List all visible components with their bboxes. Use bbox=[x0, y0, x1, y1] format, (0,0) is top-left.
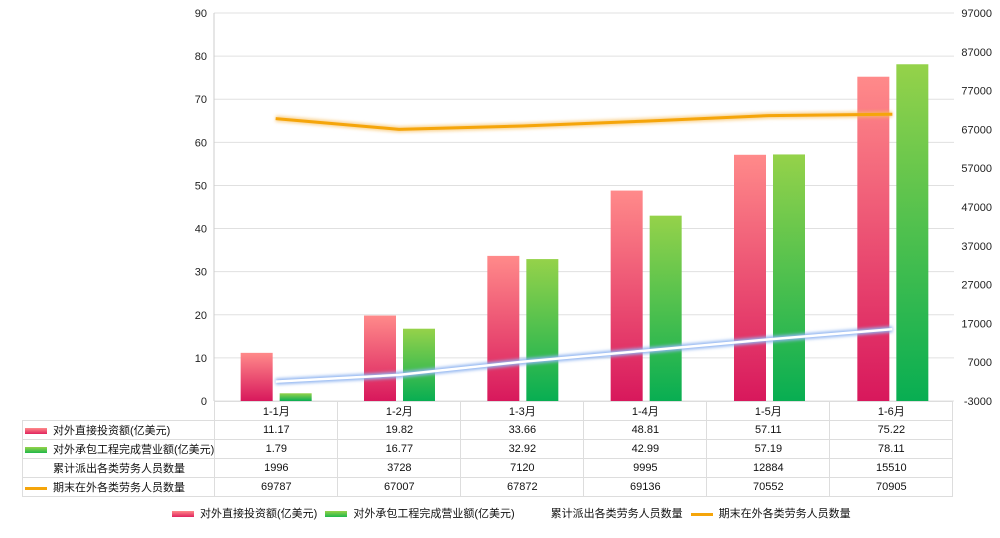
right-axis-tick: 17000 bbox=[961, 318, 992, 330]
left-axis-tick: 20 bbox=[195, 310, 207, 322]
data-cell: 16.77 bbox=[337, 439, 462, 459]
legend-swatch bbox=[25, 447, 47, 454]
legend-item[interactable]: 期末在外各类劳务人员数量 bbox=[689, 508, 851, 520]
line-abroad bbox=[275, 112, 893, 131]
data-cell: 57.11 bbox=[706, 420, 831, 440]
data-cell: 19.82 bbox=[337, 420, 462, 440]
data-cell: 1.79 bbox=[214, 439, 339, 459]
bar-investment-5 bbox=[857, 76, 890, 401]
data-cell: 32.92 bbox=[460, 439, 585, 459]
data-cell: 78.11 bbox=[829, 439, 954, 459]
right-axis-tick: 47000 bbox=[961, 202, 992, 214]
bar-contract-5 bbox=[896, 64, 929, 402]
legend-swatch bbox=[172, 511, 194, 518]
left-axis-tick: 0 bbox=[201, 396, 207, 408]
bar-contract-1 bbox=[403, 328, 435, 401]
data-cell: 12884 bbox=[706, 458, 831, 478]
legend-swatch bbox=[25, 486, 47, 490]
category-label: 1-5月 bbox=[706, 401, 831, 421]
legend-label: 对外承包工程完成营业额(亿美元) bbox=[353, 508, 515, 520]
table-row: 期末在外各类劳务人员数量 69787 67007 67872 69136 70552 709… bbox=[21, 477, 954, 497]
series-name: 对外直接投资额(亿美元) bbox=[53, 425, 171, 437]
category-label: 1-4月 bbox=[583, 401, 708, 421]
legend-label: 累计派出各类劳务人员数量 bbox=[550, 508, 683, 520]
bar-investment-1 bbox=[364, 315, 396, 401]
line-dispatched bbox=[275, 327, 893, 383]
left-axis-tick: 80 bbox=[195, 51, 207, 63]
series-label: 对外直接投资额(亿美元) bbox=[21, 420, 216, 440]
right-axis-tick: 37000 bbox=[961, 241, 992, 253]
series-name: 期末在外各类劳务人员数量 bbox=[53, 482, 185, 494]
data-cell: 57.19 bbox=[706, 439, 831, 459]
category-label: 1-1月 bbox=[214, 401, 339, 421]
right-axis-tick: 27000 bbox=[961, 280, 992, 292]
data-cell: 48.81 bbox=[583, 420, 708, 440]
bar-contract-2 bbox=[526, 259, 559, 401]
right-axis-tick: 67000 bbox=[961, 124, 992, 136]
right-axis-tick: 97000 bbox=[961, 8, 992, 20]
series-label: 期末在外各类劳务人员数量 bbox=[21, 477, 216, 497]
data-cell: 70552 bbox=[706, 477, 831, 497]
series-label: 累计派出各类劳务人员数量 bbox=[21, 458, 216, 478]
left-axis-tick: 40 bbox=[195, 224, 207, 236]
data-cell: 3728 bbox=[337, 458, 462, 478]
table-row: 对外直接投资额(亿美元) 11.17 19.82 33.66 48.81 57.11 75.… bbox=[21, 420, 954, 440]
bar-contract-3 bbox=[649, 215, 682, 401]
legend-swatch bbox=[25, 428, 47, 435]
category-label: 1-2月 bbox=[337, 401, 462, 421]
legend-swatch bbox=[523, 513, 545, 516]
right-axis-tick: -3000 bbox=[964, 396, 992, 408]
data-cell: 11.17 bbox=[214, 420, 339, 440]
data-cell: 67007 bbox=[337, 477, 462, 497]
legend-label: 期末在外各类劳务人员数量 bbox=[718, 508, 851, 520]
legend-item[interactable]: 累计派出各类劳务人员数量 bbox=[521, 508, 683, 520]
data-cell: 69787 bbox=[214, 477, 339, 497]
category-label: 1-3月 bbox=[460, 401, 585, 421]
right-axis-tick: 87000 bbox=[961, 47, 992, 59]
bar-contract-4 bbox=[773, 154, 805, 401]
data-cell: 1996 bbox=[214, 458, 339, 478]
legend-swatch bbox=[25, 468, 47, 471]
series-name: 对外承包工程完成营业额(亿美元) bbox=[53, 444, 215, 456]
data-cell: 7120 bbox=[460, 458, 585, 478]
table-row: 累计派出各类劳务人员数量 1996 3728 7120 9995 12884 15510 bbox=[21, 458, 954, 478]
data-cell: 9995 bbox=[583, 458, 708, 478]
data-cell: 75.22 bbox=[829, 420, 954, 440]
bar-investment-4 bbox=[734, 154, 766, 401]
left-axis-tick: 90 bbox=[195, 8, 207, 20]
left-axis-tick: 10 bbox=[195, 353, 207, 365]
left-axis-tick: 30 bbox=[195, 267, 207, 279]
left-axis-tick: 60 bbox=[195, 137, 207, 149]
data-cell: 67872 bbox=[460, 477, 585, 497]
category-label: 1-6月 bbox=[829, 401, 954, 421]
legend-swatch bbox=[325, 511, 348, 518]
legend: 对外直接投资额(亿美元) 对外承包工程完成营业额(亿美元) 累计派出各类劳务人员数量… bbox=[170, 505, 857, 521]
legend-swatch bbox=[690, 512, 713, 516]
table-row: 对外承包工程完成营业额(亿美元) 1.79 16.77 32.92 42.99 57.19… bbox=[21, 439, 954, 459]
table-header-row: 1-1月 1-2月 1-3月 1-4月 1-5月 1-6月 bbox=[23, 401, 954, 421]
table-corner bbox=[23, 402, 215, 421]
legend-item[interactable]: 对外承包工程完成营业额(亿美元) bbox=[323, 508, 515, 520]
bar-investment-2 bbox=[487, 255, 520, 401]
left-axis-tick: 70 bbox=[195, 94, 207, 106]
data-cell: 70905 bbox=[829, 477, 954, 497]
legend-label: 对外直接投资额(亿美元) bbox=[200, 508, 318, 520]
right-axis-tick: 77000 bbox=[961, 86, 992, 98]
series-name: 累计派出各类劳务人员数量 bbox=[53, 463, 185, 475]
right-axis-tick: 57000 bbox=[961, 163, 992, 175]
bar-contract-0 bbox=[279, 393, 312, 401]
legend-item[interactable]: 对外直接投资额(亿美元) bbox=[170, 508, 317, 520]
left-axis-tick: 50 bbox=[195, 180, 207, 192]
bar-investment-3 bbox=[610, 190, 643, 401]
bar-investment-0 bbox=[240, 352, 273, 401]
data-cell: 69136 bbox=[583, 477, 708, 497]
right-axis-tick: 7000 bbox=[968, 357, 992, 369]
data-table: 1-1月 1-2月 1-3月 1-4月 1-5月 1-6月对外直接投资额(亿美元) 11.1… bbox=[21, 401, 954, 497]
data-cell: 15510 bbox=[829, 458, 954, 478]
data-cell: 33.66 bbox=[460, 420, 585, 440]
series-label: 对外承包工程完成营业额(亿美元) bbox=[21, 439, 216, 459]
data-cell: 42.99 bbox=[583, 439, 708, 459]
